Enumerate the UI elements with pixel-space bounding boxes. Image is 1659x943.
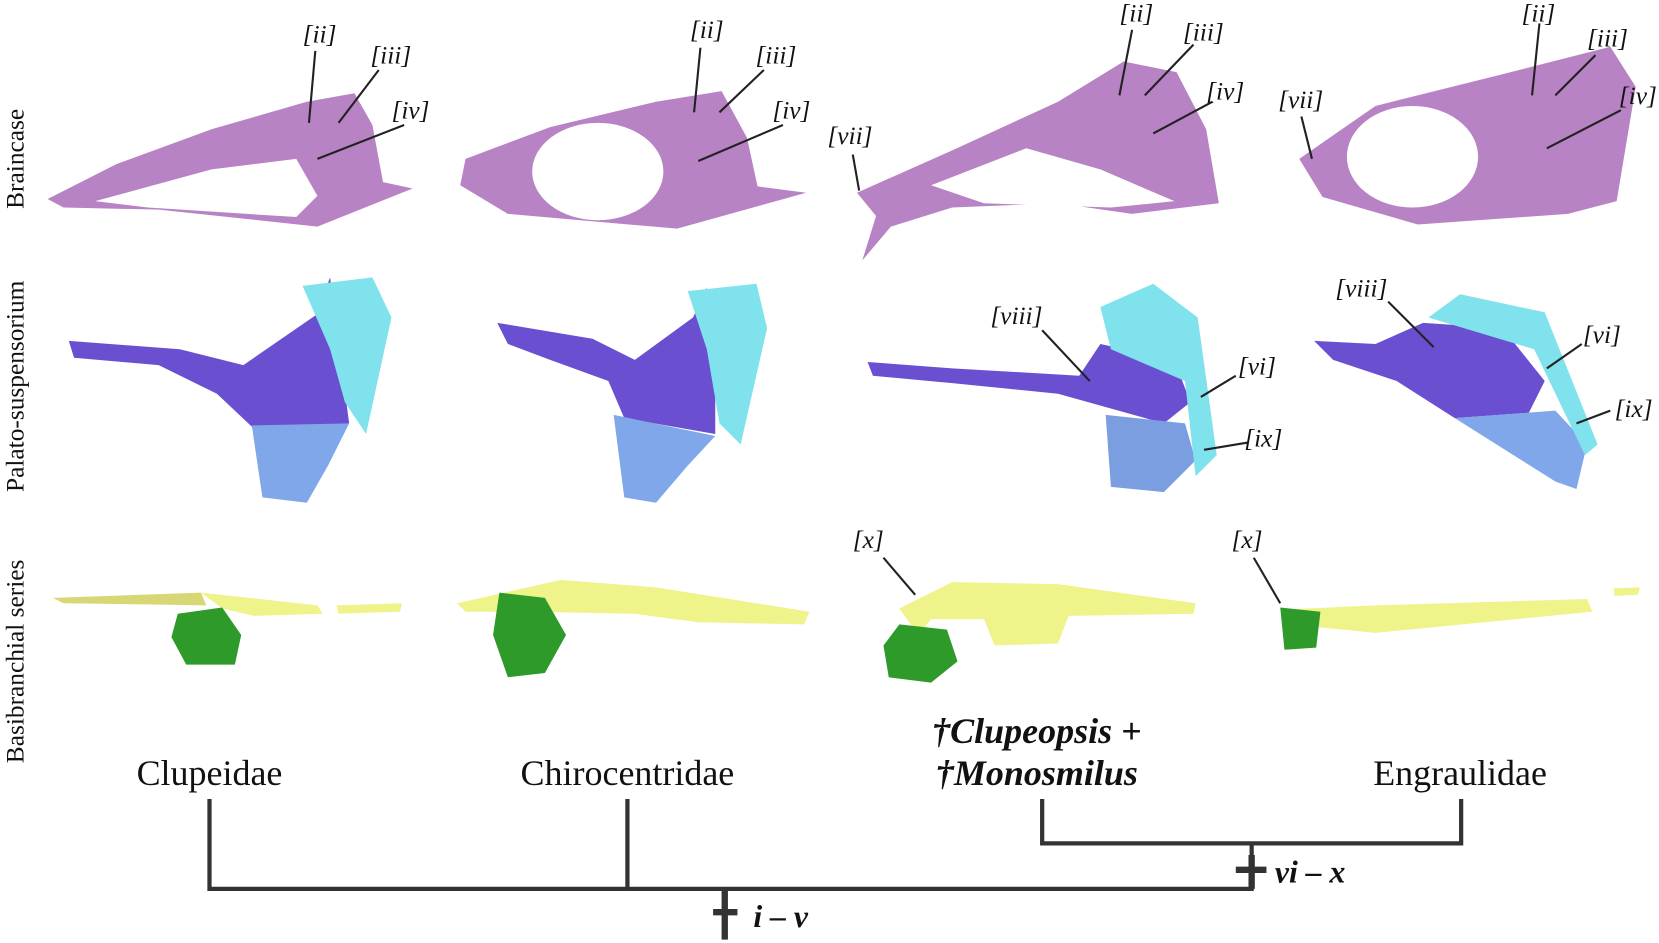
annotation: [iv] [1619,82,1657,110]
annotation: [iv] [772,97,810,125]
annotation: [vi] [1238,353,1276,381]
annotation: [ix] [1244,425,1282,453]
basibranchial-shapes [52,579,1640,683]
annotation: [x] [853,526,884,554]
palato-shapes [68,277,1598,503]
cladogram [207,798,1464,940]
character-label: vi – x [1275,855,1346,890]
annotation: [viii] [1335,274,1387,302]
row-label: Braincase [1,109,29,209]
character-label: i – v [753,899,809,934]
annotation: [ii] [690,16,724,44]
annotation: [iv] [1206,78,1244,106]
taxon: Engraulidae [1373,753,1547,793]
row-label: Basibranchial series [1,560,29,764]
annotation: [x] [1232,526,1263,554]
taxon: †Monosmilus [936,753,1138,793]
annotation: [ii] [1119,0,1153,27]
leader-lines [307,23,1622,604]
annotation: [vii] [827,122,872,150]
annotation: [iii] [755,42,796,70]
annotation: [vii] [1278,86,1323,114]
taxon: Chirocentridae [521,753,735,793]
annotation: [ix] [1615,395,1653,423]
taxon: †Clupeopsis + [932,711,1141,751]
braincase-holes [95,105,1479,221]
annotation: [vi] [1583,321,1621,349]
annotation: [iv] [391,97,429,125]
taxon: Clupeidae [137,753,283,793]
annotation: [viii] [990,302,1042,330]
annotation: [iii] [1183,18,1224,46]
annotation: [iii] [1587,25,1628,53]
annotation: [ii] [1521,0,1555,27]
annotation: [ii] [303,20,337,48]
annotations: [ii] [iii] [iv] [ii] [iii] [iv] [ii] [ii… [303,0,1657,554]
annotation: [iii] [370,42,411,70]
row-label: Palato-suspensorium [1,280,29,492]
